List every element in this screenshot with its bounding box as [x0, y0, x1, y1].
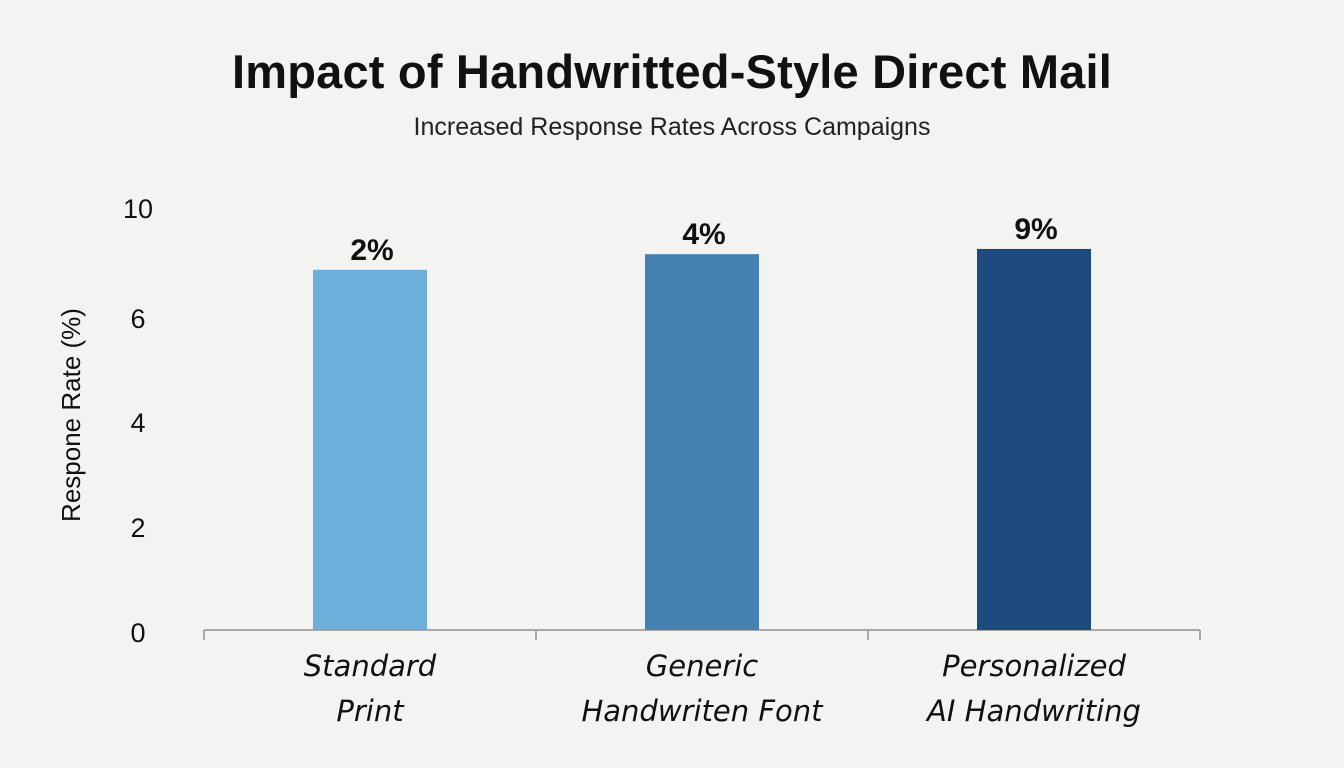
x-tick-label: Generic — [646, 649, 759, 683]
data-label: 4% — [682, 218, 725, 251]
y-tick-label: 6 — [130, 304, 145, 334]
y-axis-label: Respone Rate (%) — [56, 308, 86, 522]
bar — [313, 269, 427, 630]
x-tick-label: AI Handwriting — [925, 694, 1141, 728]
y-tick-label: 4 — [130, 408, 145, 438]
bar — [977, 248, 1091, 630]
x-tick-label: Print — [336, 694, 405, 728]
y-tick-label: 10 — [123, 194, 153, 224]
x-tick-label: Standard — [304, 649, 437, 683]
y-tick-label: 2 — [130, 513, 145, 543]
x-tick-label: Handwriten Font — [581, 694, 824, 728]
x-tick-label: Personalized — [942, 649, 1126, 683]
bar — [645, 254, 759, 630]
chart-subtitle: Increased Response Rates Across Campaign… — [413, 113, 931, 141]
data-label: 9% — [1014, 213, 1057, 246]
data-label: 2% — [350, 234, 393, 267]
chart-title: Impact of Handwritted-Style Direct Mail — [231, 45, 1113, 98]
y-tick-label: 0 — [130, 618, 145, 648]
